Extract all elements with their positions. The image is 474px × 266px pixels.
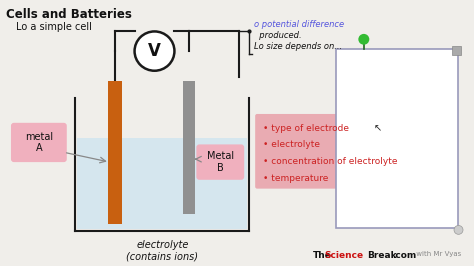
Text: • temperature: • temperature	[263, 174, 328, 183]
FancyBboxPatch shape	[196, 144, 244, 180]
Text: metal
A: metal A	[25, 132, 53, 153]
Bar	[183, 81, 195, 214]
Text: Science: Science	[324, 251, 363, 260]
Text: produced.: produced.	[254, 31, 302, 40]
Text: ↖: ↖	[374, 124, 382, 134]
Text: • electrolyte: • electrolyte	[263, 140, 320, 149]
Bar	[452, 46, 461, 55]
Text: The: The	[313, 251, 332, 260]
Text: with Mr Vyas: with Mr Vyas	[414, 251, 461, 256]
Bar	[336, 49, 457, 228]
Text: Lo a simple cell: Lo a simple cell	[16, 22, 92, 32]
Text: • type of electrode: • type of electrode	[263, 124, 349, 133]
Text: Lo size depends on...: Lo size depends on...	[254, 42, 342, 51]
Text: .com: .com	[392, 251, 416, 260]
Text: Break: Break	[367, 251, 396, 260]
Bar	[77, 138, 247, 229]
FancyBboxPatch shape	[255, 114, 434, 189]
Circle shape	[135, 31, 174, 71]
Text: • concentration of electrolyte: • concentration of electrolyte	[263, 157, 398, 166]
FancyBboxPatch shape	[11, 123, 67, 162]
Text: electrolyte
(contains ions): electrolyte (contains ions)	[127, 240, 199, 261]
Text: Cells and Batteries: Cells and Batteries	[6, 8, 132, 21]
Circle shape	[358, 34, 369, 45]
Circle shape	[454, 226, 463, 234]
Text: V: V	[148, 42, 161, 60]
Text: o potential difference: o potential difference	[254, 20, 344, 30]
Text: Metal
B: Metal B	[207, 151, 234, 173]
Bar	[108, 81, 122, 224]
